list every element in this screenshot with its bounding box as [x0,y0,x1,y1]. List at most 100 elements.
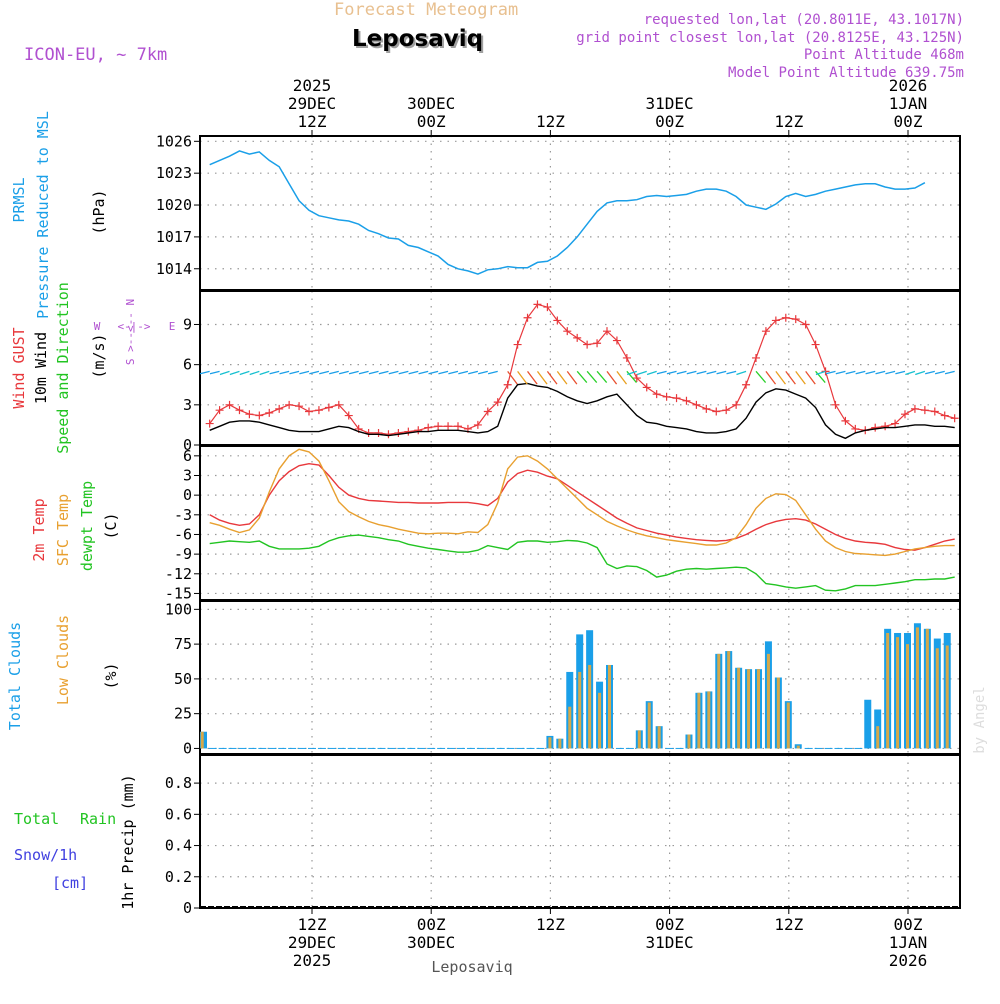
y-tick-label: -6 [174,525,192,543]
grid-point-coords: grid point closest lon,lat (20.8125E, 43… [576,30,964,46]
y-tick-label: 6 [183,356,192,374]
gust-marker [374,428,383,437]
wind-direction-arrow [458,370,469,375]
gust-marker [454,422,462,431]
y-tick-label: 1023 [156,164,192,182]
wind-direction-arrow [676,370,687,375]
gust-marker [295,402,304,411]
gust-marker [245,410,254,419]
wind-direction-arrow [815,370,826,383]
wind-direction-arrow [566,370,578,385]
bottom-time-label: 12Z [298,915,327,934]
wind-direction-arrow [934,370,945,375]
wind-direction-arrow [388,370,399,375]
gust-marker [851,424,860,433]
gust-marker [275,404,284,413]
precip-label-rain: Rain [80,810,116,828]
low-cloud-bar [737,667,741,749]
gust-marker [434,422,443,431]
low-cloud-bar [697,692,701,749]
precip-label-snow: Snow/1h [14,846,77,864]
gust-marker [841,416,850,425]
wind-direction-arrow [696,370,707,375]
y-tick-label: 9 [183,315,192,333]
gust-marker [324,403,333,412]
location-title: Leposaviq [352,26,483,52]
wind-direction-arrow [239,370,250,376]
wind-direction-arrow [576,370,588,383]
gust-marker [513,340,522,349]
low-cloud-bar [717,653,721,749]
y-tick-label: -12 [165,565,192,583]
wind-label-10m: 10m Wind [32,332,50,404]
low-cloud-bar [766,653,770,749]
low-cloud-bar [637,730,641,749]
wind-direction-arrow [865,370,876,375]
y-tick-label: 50 [174,670,192,688]
wind-direction-arrow [448,370,459,375]
low-cloud-bar [776,677,780,749]
wind-direction-arrow [825,370,836,375]
wind-direction-arrow [536,370,548,385]
gust-marker [662,392,671,401]
gust-marker [533,300,542,309]
wind-10m-line [209,382,955,440]
wind-direction-arrow [905,370,916,376]
gust-marker [692,400,701,409]
gust-marker [215,406,224,415]
wind-direction-arrow [815,370,826,376]
wind-direction-arrow [944,370,955,375]
compass-e: E [169,320,176,333]
gust-marker [732,400,741,409]
wind-direction-arrow [358,370,369,375]
wind-direction-arrow [925,370,935,375]
gust-marker [702,404,711,413]
gust-marker [811,340,820,349]
gust-marker [761,327,770,336]
wind-direction-arrow [875,370,886,375]
point-altitude: Point Altitude 468m [804,47,964,63]
y-tick-label: 1017 [156,228,192,246]
wind-direction-arrow [289,370,300,375]
y-tick-label: 25 [174,705,192,723]
gust-marker [910,404,919,413]
gust-marker [493,398,502,407]
y-tick-label: 1020 [156,196,192,214]
gust-marker [682,396,691,405]
gust-marker [255,411,264,420]
low-cloud-bar [588,664,592,749]
wind-direction-arrow [418,370,429,375]
supertitle: Forecast Meteogram [334,0,518,20]
gust-marker [205,419,214,428]
top-time-label: 31DEC [646,94,694,113]
low-cloud-bar [727,651,731,749]
precip-label-total: Total [14,810,59,828]
temp-2m-line [209,462,955,551]
temp-sfc-line [209,448,955,557]
wind-direction-arrow [736,370,747,376]
wind-direction-arrow [556,370,568,385]
y-tick-label: 3 [183,396,192,414]
wind-direction-arrow [706,370,717,375]
y-tick-label: -3 [174,506,192,524]
gust-marker [891,419,900,428]
y-tick-label: 0.6 [165,805,192,823]
compass-w: W [94,320,101,333]
gust-marker [334,400,343,409]
wind-direction-arrow [348,370,359,375]
gust-marker [950,414,959,423]
total-cloud-bar [864,699,872,749]
gust-marker [881,422,890,431]
wind-direction-arrow [438,370,449,375]
gust-marker [265,408,274,417]
bottom-time-label: 29DEC [288,933,336,952]
low-cloud-bar [657,726,661,749]
top-time-label: 30DEC [407,94,455,113]
wind-direction-arrow [835,370,846,375]
low-cloud-bar [945,645,949,749]
wind-direction-arrow [785,370,796,385]
low-cloud-bar [200,731,204,749]
gust-marker [424,423,433,432]
wind-direction-arrow [915,370,926,376]
wind-direction-arrow [487,370,498,375]
